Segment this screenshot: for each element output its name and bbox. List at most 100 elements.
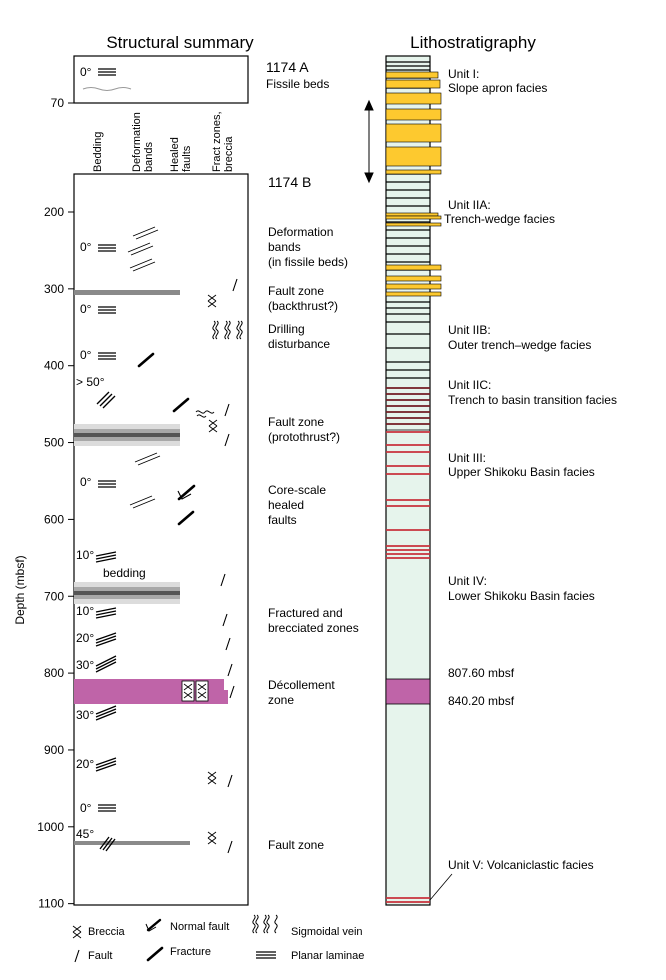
decollement-top-depth: 807.60 mbsf — [448, 666, 515, 680]
steep-laminae-symbol — [96, 391, 116, 409]
litho-sand-bed — [385, 212, 439, 217]
unit-iv-name: Unit IV: — [448, 574, 487, 588]
legend-normal-fault: Normal fault — [170, 921, 229, 933]
dip-label: 0° — [80, 302, 92, 316]
column-header-bedding: Bedding — [92, 132, 104, 172]
unit-iic-name: Unit IIC: — [448, 378, 491, 392]
note-fractured-zones: Fractured and brecciated zones — [268, 606, 359, 635]
decollement-bottom-depth: 840.20 mbsf — [448, 694, 515, 708]
fracture-symbols — [137, 352, 195, 526]
dip-label: 10° — [76, 548, 94, 562]
litho-sand-beds — [385, 71, 442, 297]
wavy-line-symbol — [82, 87, 132, 91]
planar-laminae-symbol — [98, 480, 116, 488]
planar-laminae-symbol — [98, 804, 116, 812]
y-axis-tick-label: 200 — [44, 205, 64, 219]
column-header-healed-faults: Healedfaults — [169, 137, 193, 172]
note-decollement: Décollement zone — [268, 678, 335, 707]
breccia-icon — [72, 925, 82, 939]
unit-iii-name: Unit III: — [448, 451, 486, 465]
sigmoidal-vein-symbols — [195, 320, 243, 418]
y-axis-tick-label: 500 — [44, 436, 64, 450]
legend-breccia: Breccia — [88, 926, 126, 938]
dip-label: 0° — [80, 240, 92, 254]
litho-decollement — [385, 678, 431, 705]
note-fault-zone: Fault zone — [268, 838, 324, 852]
y-axis-tick-label: 1100 — [38, 897, 64, 911]
litho-sand-bed — [385, 108, 442, 121]
fault-band-490-core — [74, 433, 180, 437]
litho-sand-bed — [385, 264, 442, 271]
planar-laminae-symbol — [95, 607, 117, 619]
legend-fault: Fault — [88, 950, 112, 962]
range-arrow — [364, 99, 374, 184]
unit-iv-facies: Lower Shikoku Basin facies — [448, 589, 595, 603]
unit-iib-name: Unit IIB: — [448, 323, 491, 337]
unit-iia-facies: Trench-wedge facies — [444, 212, 555, 226]
litho-sand-bed — [385, 169, 442, 175]
fault-band-1020 — [74, 841, 190, 845]
normal-fault-symbol — [177, 484, 196, 501]
planar-laminae-symbol — [95, 551, 117, 563]
note-fault-zone-protothrust: Fault zone (protothrust?) — [268, 415, 340, 444]
y-axis-tick-label: 700 — [44, 589, 64, 603]
sigmoidal-vein-icon — [252, 914, 278, 934]
litho-sand-bed — [385, 222, 442, 227]
hole-a-dip: 0° — [80, 65, 92, 79]
litho-sand-bed — [385, 291, 442, 297]
column-header-fract-zones: Fract zones,breccia — [211, 111, 235, 172]
hole-a-label: 1174 A — [266, 59, 309, 75]
litho-sand-bed — [385, 275, 442, 282]
y-axis-ticks: 70 200 300 400 500 600 700 800 900 1000 1100 — [37, 96, 74, 911]
dip-label: 0° — [80, 801, 92, 815]
planar-laminae-icon — [256, 951, 276, 959]
litho-column — [385, 55, 431, 906]
dip-label: > 50° — [76, 375, 105, 389]
y-axis-tick-label: 900 — [44, 743, 64, 757]
fault-symbols — [220, 278, 238, 854]
decollement-tail — [220, 690, 228, 704]
dip-label: 20° — [76, 757, 94, 771]
planar-laminae-symbol — [95, 655, 117, 673]
breccia-symbols — [207, 294, 218, 845]
dip-label: 30° — [76, 708, 94, 722]
y-axis-tick-label: 400 — [44, 359, 64, 373]
y-axis-tick-label: 800 — [44, 666, 64, 680]
hole-a-box — [73, 55, 249, 104]
structural-frame — [73, 173, 249, 906]
lithostratigraphy-title: Lithostratigraphy — [410, 33, 536, 52]
hole-a-note: Fissile beds — [266, 77, 329, 91]
litho-sand-bed — [385, 146, 442, 167]
planar-laminae-symbol — [98, 244, 116, 252]
unit-i-name: Unit I: — [448, 67, 479, 81]
litho-sand-bed — [385, 71, 439, 79]
dip-label: 45° — [76, 827, 94, 841]
unit-v-name: Unit V: Volcaniclastic facies — [448, 858, 594, 872]
y-axis-tick-label: 1000 — [37, 820, 64, 834]
legend: Breccia Normal fault Sigmoidal vein Faul… — [72, 914, 364, 963]
decollement-breccia-boxes — [181, 680, 209, 702]
structural-summary-title: Structural summary — [106, 33, 254, 52]
dip-label: 10° — [76, 604, 94, 618]
fault-band-300 — [74, 290, 180, 295]
note-deformation-bands: Deformation bands (in fissile beds) — [268, 225, 348, 269]
note-fault-zone-backthrust: Fault zone (backthrust?) — [268, 284, 338, 313]
unit-iic-facies: Trench to basin transition facies — [448, 393, 617, 407]
planar-laminae-symbol — [98, 68, 116, 76]
planar-laminae-symbol — [95, 705, 117, 721]
planar-laminae-symbol — [95, 632, 117, 647]
dip-label: 20° — [76, 631, 94, 645]
fault-icon — [74, 949, 80, 963]
planar-laminae-symbol — [98, 352, 116, 360]
legend-planar-laminae: Planar laminae — [291, 950, 364, 962]
dip-label: 30° — [76, 658, 94, 672]
litho-sand-bed — [385, 123, 442, 143]
normal-fault-icon — [145, 918, 162, 932]
litho-sand-bed — [385, 92, 442, 105]
y-axis-tick-label: 300 — [44, 282, 64, 296]
y-axis-tick-label: 70 — [51, 96, 65, 110]
dip-label: 0° — [80, 348, 92, 362]
legend-sigmoidal-vein: Sigmoidal vein — [291, 926, 363, 938]
unit-iii-facies: Upper Shikoku Basin facies — [448, 465, 595, 479]
unit-iib-facies: Outer trench–wedge facies — [448, 338, 591, 352]
